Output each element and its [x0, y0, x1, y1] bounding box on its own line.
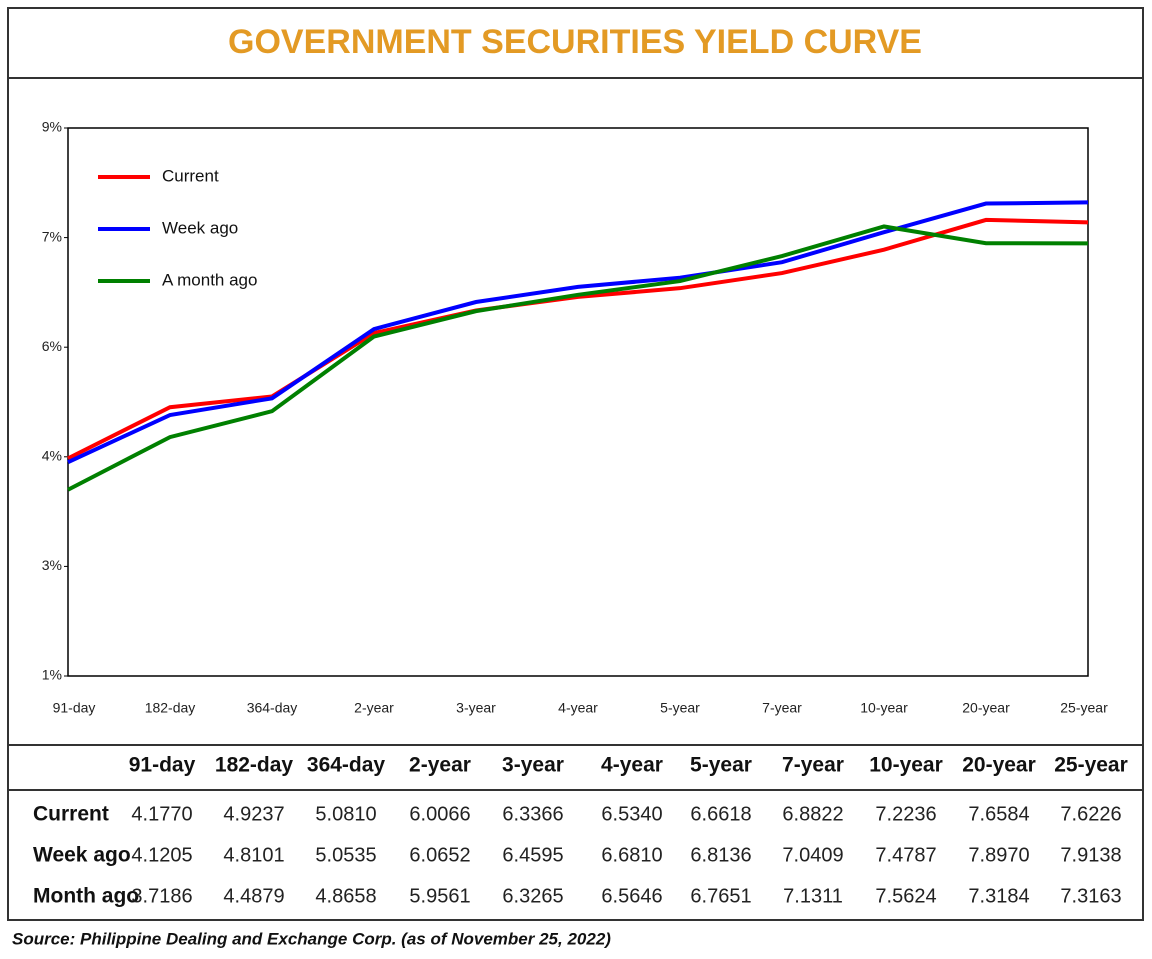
table-header: 91-day	[129, 754, 196, 777]
table-cell: 5.0535	[315, 844, 376, 866]
y-tick-label: 4%	[42, 448, 62, 464]
legend-label: Current	[162, 166, 219, 185]
x-tick-label: 5-year	[660, 700, 700, 716]
table-cell: 4.8658	[315, 885, 376, 907]
x-tick-label: 25-year	[1060, 700, 1108, 716]
table-cell: 6.8136	[690, 844, 751, 866]
x-tick-label: 4-year	[558, 700, 598, 716]
source: Source: Philippine Dealing and Exchange …	[12, 929, 611, 948]
table-cell: 7.3184	[968, 885, 1029, 907]
table-cell: 7.3163	[1060, 885, 1121, 907]
table-cell: 5.0810	[315, 803, 376, 825]
table-cell: 6.6810	[601, 844, 662, 866]
legend-label: A month ago	[162, 270, 257, 289]
table-cell: 6.6618	[690, 803, 751, 825]
table-cell: 7.2236	[875, 803, 936, 825]
frame	[7, 7, 1144, 921]
table-cell: 6.5340	[601, 803, 662, 825]
table-cell: 3.7186	[131, 885, 192, 907]
series-line	[67, 200, 1089, 465]
x-tick-label: 91-day	[53, 700, 96, 716]
y-tick-label: 3%	[42, 557, 62, 573]
table-cell: 6.0652	[409, 844, 470, 866]
table-cell: 7.8970	[968, 844, 1029, 866]
x-tick-label: 364-day	[247, 700, 298, 716]
x-tick-label: 10-year	[860, 700, 908, 716]
table-cell: 4.1205	[131, 844, 192, 866]
table-cell: 4.9237	[223, 803, 284, 825]
table-row-label: Week ago	[33, 844, 131, 867]
x-tick-label: 7-year	[762, 700, 802, 716]
table-header: 364-day	[307, 754, 386, 777]
table-header: 182-day	[215, 754, 294, 777]
table-header: 25-year	[1054, 754, 1128, 777]
table-cell: 6.7651	[690, 885, 751, 907]
table-cell: 4.4879	[223, 885, 284, 907]
table-header: 4-year	[601, 754, 663, 777]
x-tick-label: 2-year	[354, 700, 394, 716]
y-tick-label: 7%	[42, 228, 62, 244]
table-cell: 4.8101	[223, 844, 284, 866]
table-header: 10-year	[869, 754, 943, 777]
table-cell: 7.9138	[1060, 844, 1121, 866]
chart-title: GOVERNMENT SECURITIES YIELD CURVE	[228, 23, 922, 61]
table-cell: 7.5624	[875, 885, 936, 907]
plot-area	[67, 127, 1089, 677]
table-header: 20-year	[962, 754, 1036, 777]
table-cell: 7.6584	[968, 803, 1029, 825]
legend-label: Week ago	[162, 218, 238, 237]
y-tick-label: 9%	[42, 119, 62, 135]
table-header: 7-year	[782, 754, 844, 777]
table-row-label: Month ago	[33, 885, 139, 908]
table-cell: 4.1770	[131, 803, 192, 825]
table-cell: 6.5646	[601, 885, 662, 907]
table-cell: 6.3366	[502, 803, 563, 825]
table-header: 5-year	[690, 754, 752, 777]
table-cell: 5.9561	[409, 885, 470, 907]
table-cell: 6.3265	[502, 885, 563, 907]
table-cell: 6.8822	[782, 803, 843, 825]
y-tick-label: 1%	[42, 667, 62, 683]
table-cell: 7.0409	[782, 844, 843, 866]
table-cell: 6.4595	[502, 844, 563, 866]
y-tick-label: 6%	[42, 338, 62, 354]
series-line	[67, 224, 1089, 492]
table-cell: 7.6226	[1060, 803, 1121, 825]
table-header: 2-year	[409, 754, 471, 777]
x-tick-label: 182-day	[145, 700, 196, 716]
table-cell: 6.0066	[409, 803, 470, 825]
table-cell: 7.1311	[783, 885, 843, 907]
table-header: 3-year	[502, 754, 564, 777]
table-cell: 7.4787	[875, 844, 936, 866]
x-tick-label: 20-year	[962, 700, 1010, 716]
table-row-label: Current	[33, 803, 109, 826]
series-line	[67, 217, 1089, 461]
x-tick-label: 3-year	[456, 700, 496, 716]
